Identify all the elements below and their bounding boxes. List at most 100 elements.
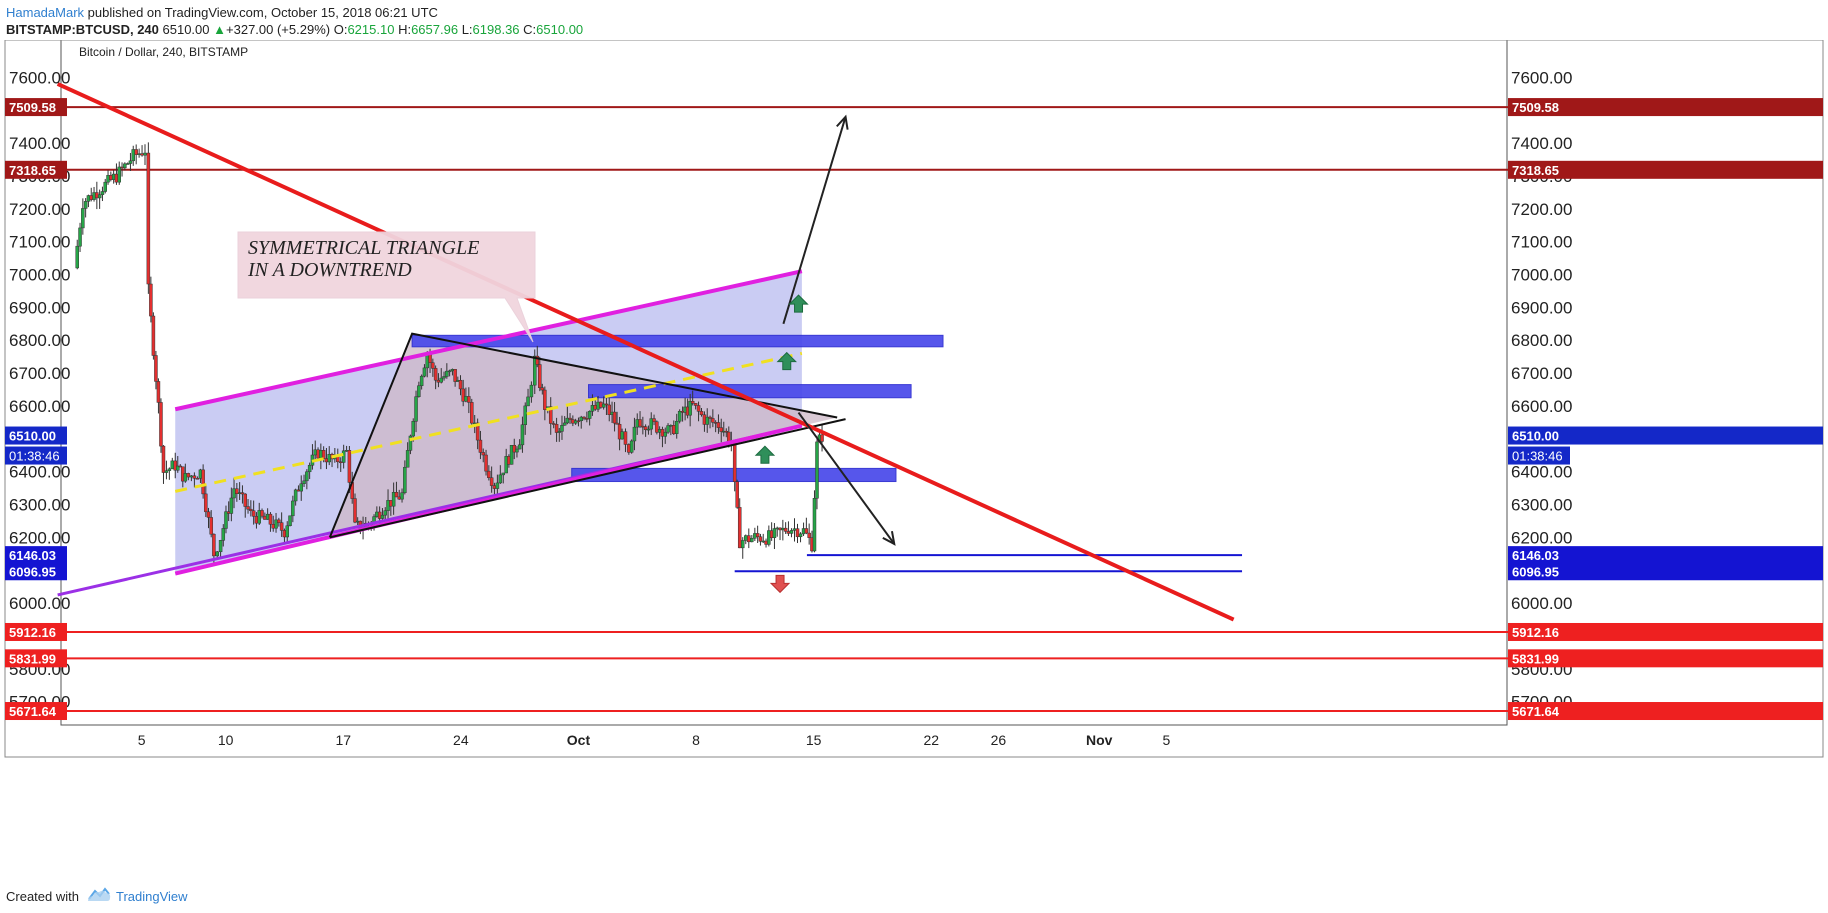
triangle-lower-line[interactable] <box>329 418 846 539</box>
up-arrow-icon <box>776 351 797 371</box>
price-tag-bg <box>1508 546 1823 565</box>
candle-body <box>154 355 158 382</box>
supply-demand-zone[interactable] <box>588 384 912 399</box>
candle-body <box>422 367 427 377</box>
candle-body <box>389 500 393 507</box>
candle-body <box>677 410 682 422</box>
candle-body <box>615 422 619 425</box>
candle-body <box>156 381 161 403</box>
candle-body <box>812 498 817 552</box>
x-tick-label: 8 <box>692 732 700 748</box>
candle-body <box>240 492 245 495</box>
author-link[interactable]: HamadaMark <box>6 5 85 20</box>
candle-body <box>391 492 396 507</box>
x-tick-label: 24 <box>453 732 469 748</box>
countdown-bg <box>5 446 67 465</box>
candle-body <box>274 519 278 529</box>
candle-body <box>535 355 540 365</box>
current-price-tag-bg <box>1508 426 1823 445</box>
candle-body <box>400 492 404 500</box>
candle-body <box>582 416 586 419</box>
candle-body <box>195 478 200 480</box>
breakdown-arrow[interactable] <box>797 411 896 546</box>
price-tag: 6146.03 <box>9 548 56 563</box>
price-tag: 5831.99 <box>1512 651 1559 666</box>
y-tick-label-right: 7100.00 <box>1511 233 1572 252</box>
x-tick-label: 10 <box>218 732 234 748</box>
price-tag: 5831.99 <box>9 651 56 666</box>
candle-body <box>209 517 213 535</box>
breakout-up-arrow[interactable] <box>782 114 849 325</box>
triangle-upper-outline[interactable] <box>328 332 838 538</box>
chart-header: HamadaMark published on TradingView.com,… <box>0 0 1828 40</box>
downtrend-line[interactable] <box>56 82 1235 622</box>
price-tag: 6096.95 <box>1512 564 1559 579</box>
candle-body <box>750 537 754 543</box>
candle-body <box>529 384 534 398</box>
y-tick-label-left: 6800.00 <box>9 331 70 350</box>
open-label: O: <box>333 22 348 37</box>
candle-body <box>173 460 177 471</box>
candle-body <box>417 385 421 397</box>
x-tick-label: Nov <box>1086 732 1113 748</box>
candle-body <box>408 435 413 451</box>
price-tag-bg <box>5 649 67 668</box>
current-price-tag: 6510.00 <box>1512 429 1559 444</box>
candle-body <box>820 434 824 442</box>
candle-body <box>786 531 791 534</box>
candle-body <box>693 403 698 406</box>
candle-body <box>663 431 667 437</box>
y-tick-label-left: 6300.00 <box>9 496 70 515</box>
candle-body <box>795 528 800 538</box>
candle-body <box>305 471 309 482</box>
price-tag: 5671.64 <box>1512 704 1560 719</box>
candle-body <box>428 354 432 363</box>
candle-body <box>263 515 267 520</box>
candle-body <box>453 369 457 382</box>
candle-body <box>204 493 208 513</box>
price-tag-bg <box>5 546 67 565</box>
candle-body <box>271 524 275 529</box>
candle-body <box>484 454 488 472</box>
candle-body <box>224 511 228 529</box>
channel-midline[interactable] <box>174 351 803 493</box>
candle-body <box>512 444 517 453</box>
candle-body <box>461 388 465 402</box>
candle-body <box>740 540 745 549</box>
candle-body <box>164 470 169 473</box>
candle-body <box>554 424 559 433</box>
tradingview-brand-link[interactable]: TradingView <box>116 889 188 904</box>
price-tag-bg <box>5 562 67 581</box>
price-tag-bg <box>5 702 67 721</box>
candle-body <box>515 448 519 453</box>
x-tick-label: 26 <box>991 732 1007 748</box>
annotation-bubble <box>237 231 536 343</box>
candle-body <box>669 425 673 427</box>
candle-body <box>405 450 410 468</box>
candle-body <box>161 445 166 473</box>
candle-body <box>632 426 637 442</box>
candle-body <box>212 533 216 557</box>
close-label: C: <box>523 22 537 37</box>
y-tick-label-left: 7200.00 <box>9 200 70 219</box>
chart-border <box>4 40 1824 758</box>
candle-body <box>397 496 401 500</box>
candle-body <box>178 465 183 468</box>
candle-body <box>347 450 352 483</box>
y-tick-label-right: 6700.00 <box>1511 364 1572 383</box>
y-tick-label-right: 6200.00 <box>1511 528 1572 547</box>
channel-lower-line[interactable] <box>174 423 803 576</box>
chart-title: Bitcoin / Dollar, 240, BITSTAMP <box>79 45 248 59</box>
candle-body <box>520 424 525 446</box>
channel-upper-line[interactable] <box>174 269 803 412</box>
x-tick-label: 17 <box>335 732 351 748</box>
y-tick-label-right: 6900.00 <box>1511 298 1572 317</box>
candle-body <box>517 444 522 450</box>
y-tick-label-left: 6200.00 <box>9 528 70 547</box>
supply-demand-zone[interactable] <box>411 334 944 348</box>
price-tag: 6146.03 <box>1512 548 1559 563</box>
y-tick-label-left: 6400.00 <box>9 463 70 482</box>
publish-line: HamadaMark published on TradingView.com,… <box>6 6 438 19</box>
